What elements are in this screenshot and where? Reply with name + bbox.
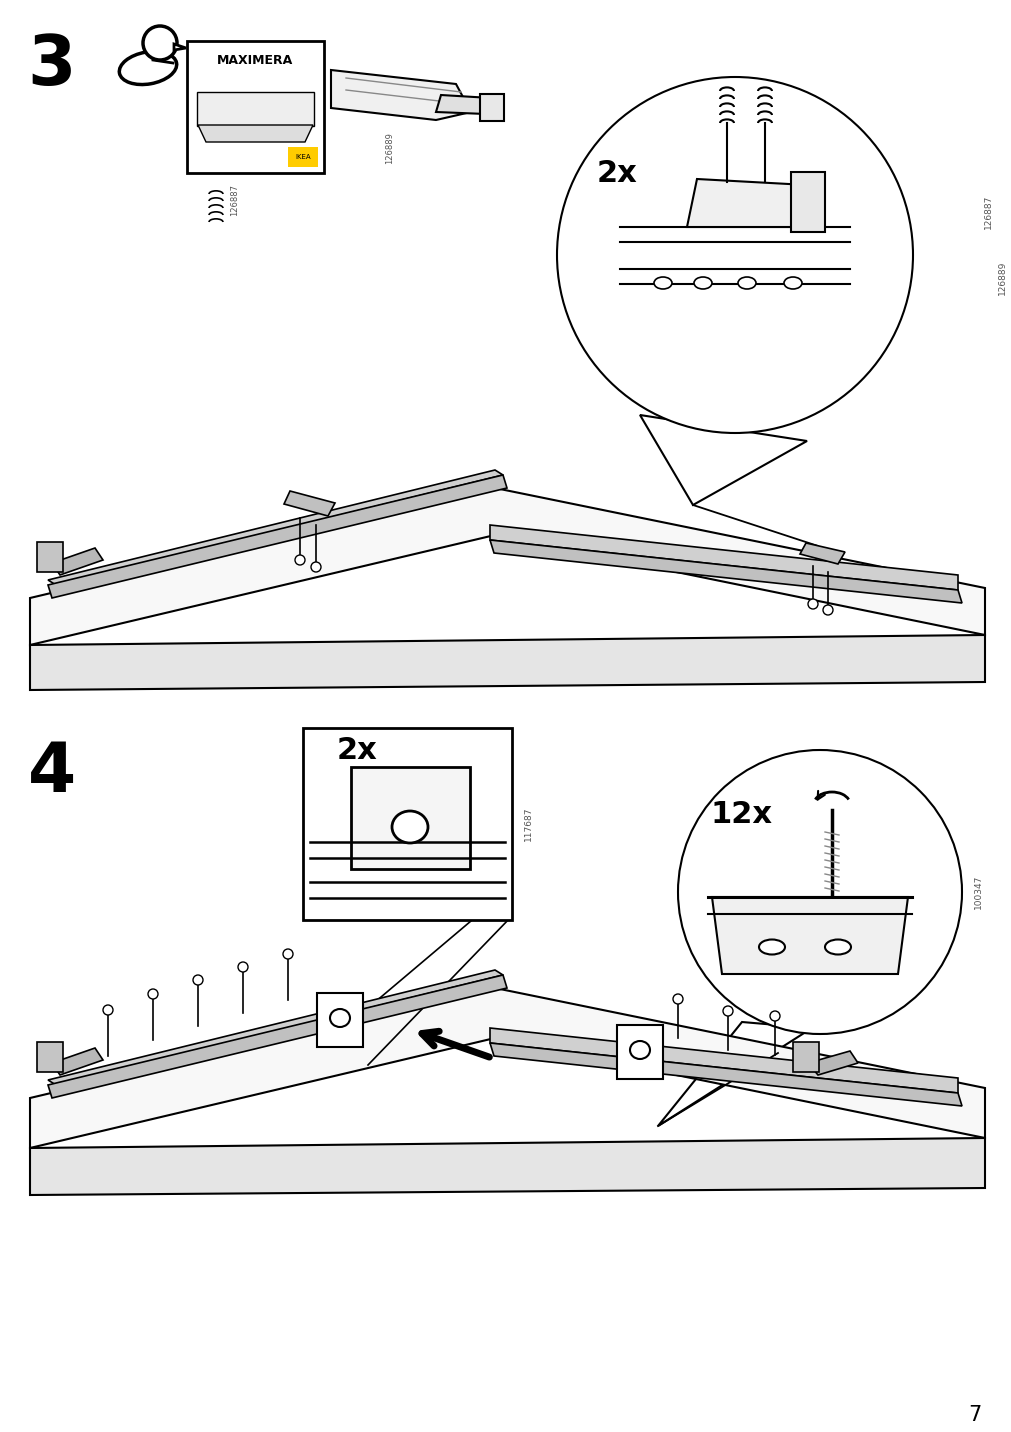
Polygon shape — [284, 491, 335, 516]
Polygon shape — [686, 179, 806, 228]
Text: 126889: 126889 — [997, 261, 1006, 295]
Polygon shape — [30, 634, 984, 690]
FancyBboxPatch shape — [302, 727, 512, 919]
Polygon shape — [30, 1138, 984, 1194]
Circle shape — [238, 962, 248, 972]
Polygon shape — [52, 548, 103, 576]
FancyBboxPatch shape — [316, 992, 363, 1047]
Circle shape — [769, 1011, 779, 1021]
Ellipse shape — [630, 1041, 649, 1060]
Circle shape — [677, 750, 961, 1034]
Polygon shape — [436, 95, 490, 115]
FancyBboxPatch shape — [617, 1025, 662, 1078]
Text: 126889: 126889 — [385, 132, 394, 163]
FancyBboxPatch shape — [351, 768, 469, 869]
Circle shape — [295, 556, 304, 566]
Circle shape — [148, 990, 158, 1000]
Polygon shape — [657, 1022, 811, 1126]
Circle shape — [283, 949, 293, 959]
Ellipse shape — [653, 276, 671, 289]
FancyBboxPatch shape — [187, 42, 324, 173]
Circle shape — [807, 599, 817, 609]
Circle shape — [193, 975, 203, 985]
Ellipse shape — [391, 811, 428, 843]
Text: 126887: 126887 — [229, 183, 239, 216]
Polygon shape — [807, 1051, 857, 1075]
Text: 126887: 126887 — [983, 195, 992, 229]
Polygon shape — [30, 988, 984, 1148]
FancyBboxPatch shape — [479, 95, 503, 120]
Ellipse shape — [737, 276, 755, 289]
Polygon shape — [174, 44, 186, 50]
Circle shape — [822, 604, 832, 614]
FancyBboxPatch shape — [37, 541, 63, 571]
Polygon shape — [331, 70, 470, 120]
Circle shape — [672, 994, 682, 1004]
Circle shape — [103, 1005, 113, 1015]
Text: 2x: 2x — [337, 736, 377, 765]
Circle shape — [722, 1007, 732, 1015]
Polygon shape — [489, 1028, 957, 1093]
Polygon shape — [48, 475, 507, 599]
Circle shape — [556, 77, 912, 432]
Ellipse shape — [758, 939, 785, 955]
FancyBboxPatch shape — [793, 1042, 818, 1073]
Ellipse shape — [330, 1010, 350, 1027]
Text: 2x: 2x — [596, 159, 637, 188]
Text: 4: 4 — [28, 739, 76, 805]
Text: MAXIMERA: MAXIMERA — [216, 53, 293, 66]
Ellipse shape — [119, 52, 177, 84]
Text: 3: 3 — [27, 32, 76, 99]
Ellipse shape — [784, 276, 801, 289]
Polygon shape — [52, 1048, 103, 1075]
Polygon shape — [30, 488, 984, 644]
Polygon shape — [639, 415, 806, 505]
Text: 100347: 100347 — [973, 875, 982, 909]
FancyBboxPatch shape — [197, 92, 313, 126]
Text: 12x: 12x — [711, 799, 772, 829]
Polygon shape — [198, 125, 312, 142]
Ellipse shape — [824, 939, 850, 955]
Polygon shape — [48, 969, 502, 1085]
Polygon shape — [489, 1042, 961, 1106]
Text: 7: 7 — [968, 1405, 981, 1425]
Polygon shape — [48, 470, 502, 586]
Polygon shape — [800, 543, 844, 564]
Polygon shape — [489, 526, 957, 590]
Ellipse shape — [694, 276, 712, 289]
Text: 117687: 117687 — [523, 806, 532, 841]
Polygon shape — [712, 896, 907, 974]
Circle shape — [310, 561, 320, 571]
Text: IKEA: IKEA — [295, 155, 310, 160]
FancyBboxPatch shape — [791, 172, 824, 232]
FancyBboxPatch shape — [37, 1042, 63, 1073]
Polygon shape — [489, 540, 961, 603]
Polygon shape — [48, 975, 507, 1098]
Circle shape — [143, 26, 177, 60]
